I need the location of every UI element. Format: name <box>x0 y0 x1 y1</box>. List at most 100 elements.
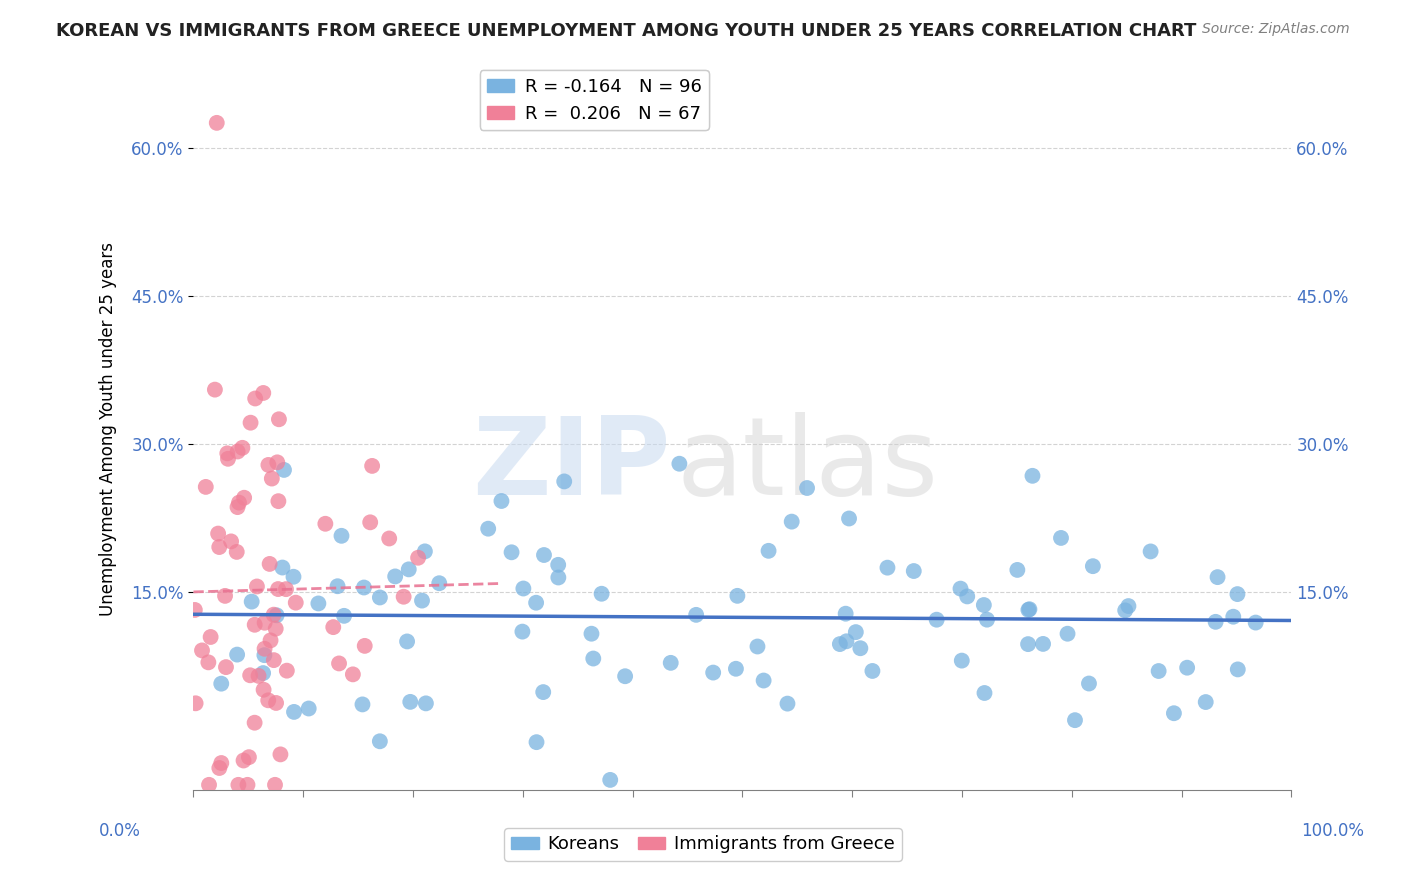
Point <box>238 750 260 764</box>
Point <box>1081 559 1104 574</box>
Point <box>326 579 349 593</box>
Point <box>1163 706 1185 721</box>
Point <box>547 570 569 584</box>
Point <box>236 778 259 792</box>
Point <box>198 778 221 792</box>
Point <box>949 582 972 596</box>
Point <box>257 693 280 707</box>
Point <box>252 682 274 697</box>
Point <box>614 669 637 683</box>
Point <box>702 665 724 680</box>
Point <box>1017 603 1039 617</box>
Point <box>392 590 415 604</box>
Point <box>184 696 207 710</box>
Point <box>1056 626 1078 640</box>
Point <box>838 511 860 525</box>
Point <box>243 617 266 632</box>
Point <box>214 589 236 603</box>
Point <box>406 550 429 565</box>
Point <box>353 639 375 653</box>
Point <box>322 620 344 634</box>
Point <box>524 596 547 610</box>
Point <box>1147 664 1170 678</box>
Point <box>284 596 307 610</box>
Point <box>353 581 375 595</box>
Point <box>973 598 995 612</box>
Point <box>1205 615 1227 629</box>
Point <box>194 480 217 494</box>
Point <box>1206 570 1229 584</box>
Point <box>263 607 285 622</box>
Point <box>752 673 775 688</box>
Point <box>876 560 898 574</box>
Point <box>330 529 353 543</box>
Point <box>1226 587 1249 601</box>
Point <box>266 455 288 469</box>
Text: Source: ZipAtlas.com: Source: ZipAtlas.com <box>1202 22 1350 37</box>
Point <box>581 626 603 640</box>
Point <box>226 648 249 662</box>
Point <box>252 666 274 681</box>
Point <box>849 641 872 656</box>
Point <box>208 540 231 554</box>
Point <box>796 481 818 495</box>
Point <box>246 579 269 593</box>
Text: atlas: atlas <box>676 412 939 518</box>
Point <box>191 643 214 657</box>
Point <box>526 735 548 749</box>
Point <box>204 383 226 397</box>
Point <box>1064 713 1087 727</box>
Point <box>501 545 523 559</box>
Point <box>582 651 605 665</box>
Point <box>531 685 554 699</box>
Point <box>257 458 280 472</box>
Point <box>547 558 569 572</box>
Point <box>553 475 575 489</box>
Point <box>184 603 207 617</box>
Point <box>361 458 384 473</box>
Point <box>269 747 291 762</box>
Point <box>835 634 858 648</box>
Point <box>228 778 250 792</box>
Point <box>1244 615 1267 630</box>
Point <box>271 560 294 574</box>
Legend: R = -0.164   N = 96, R =  0.206   N = 67: R = -0.164 N = 96, R = 0.206 N = 67 <box>479 70 709 130</box>
Point <box>276 664 298 678</box>
Point <box>225 545 247 559</box>
Point <box>314 516 336 531</box>
Point <box>260 471 283 485</box>
Point <box>925 613 948 627</box>
Point <box>352 698 374 712</box>
Point <box>1114 603 1136 617</box>
Point <box>413 544 436 558</box>
Point <box>378 532 401 546</box>
Point <box>228 495 250 509</box>
Point <box>267 582 290 596</box>
Point <box>243 715 266 730</box>
Point <box>1222 609 1244 624</box>
Point <box>1032 637 1054 651</box>
Point <box>274 582 297 596</box>
Point <box>200 630 222 644</box>
Point <box>217 446 239 460</box>
Point <box>205 116 228 130</box>
Point <box>1050 531 1073 545</box>
Point <box>411 593 433 607</box>
Point <box>512 582 534 596</box>
Text: 0.0%: 0.0% <box>98 822 141 840</box>
Point <box>685 607 707 622</box>
Point <box>533 548 555 562</box>
Point <box>266 608 288 623</box>
Point <box>1078 676 1101 690</box>
Point <box>226 500 249 515</box>
Legend: Koreans, Immigrants from Greece: Koreans, Immigrants from Greece <box>505 829 901 861</box>
Point <box>862 664 884 678</box>
Point <box>264 696 287 710</box>
Point <box>668 457 690 471</box>
Point <box>1175 661 1198 675</box>
Point <box>834 607 856 621</box>
Point <box>1195 695 1218 709</box>
Point <box>207 526 229 541</box>
Text: 100.0%: 100.0% <box>1302 822 1364 840</box>
Text: ZIP: ZIP <box>472 412 671 518</box>
